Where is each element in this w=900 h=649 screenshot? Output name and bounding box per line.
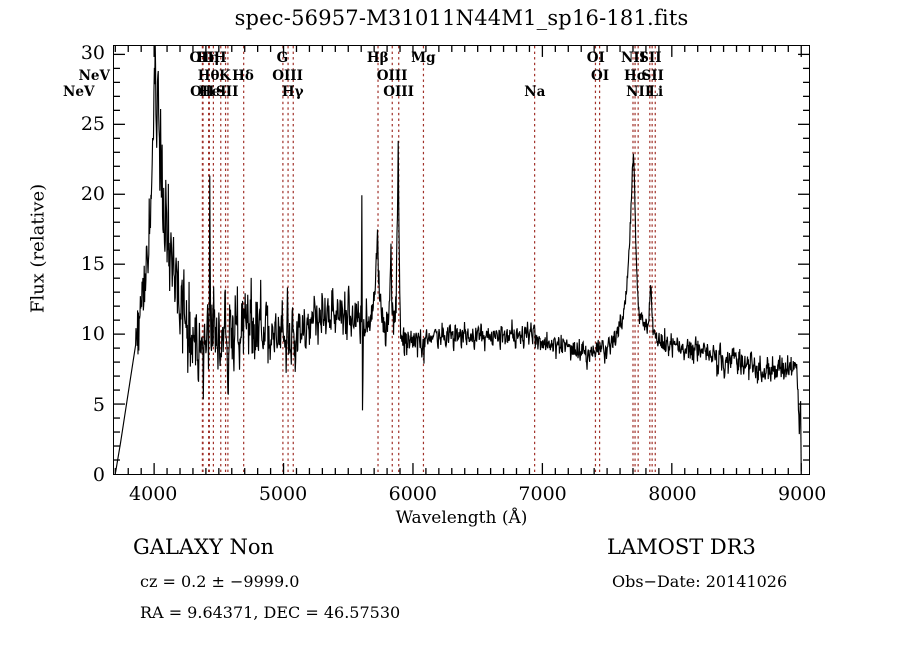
spectral-line-label: Hγ [281, 84, 304, 100]
spectral-line-label: Hδ [232, 68, 254, 84]
spectral-line-label: OIII [383, 84, 414, 100]
spectral-line-label: OIII [272, 68, 303, 84]
spectral-line-label: Li [648, 84, 664, 100]
line-markers [201, 46, 656, 474]
obs-date: Obs−Date: 20141026 [612, 572, 788, 591]
spectral-line-label: OII [189, 50, 214, 66]
y-tick-label: 20 [80, 182, 105, 205]
spectral-line-label: Na [524, 84, 546, 100]
spectrum-trace [114, 46, 802, 474]
spectral-line-label: OIII [376, 68, 408, 84]
spectral-line-label: Hβ [366, 50, 389, 66]
coordinates: RA = 9.64371, DEC = 46.57530 [140, 603, 401, 622]
x-axis-title: Wavelength (Å) [395, 508, 528, 528]
x-tick-label: 7000 [518, 483, 567, 505]
y-tick-label: 5 [92, 393, 105, 416]
spectral-line-label: SII [639, 50, 662, 66]
spectral-line-label: SII [641, 68, 664, 84]
page-title: spec-56957-M31011N44M1_sp16-181.fits [234, 6, 689, 30]
y-tick-label: 0 [92, 464, 105, 486]
spectral-line-label: G [276, 50, 289, 66]
x-tick-label: 5000 [258, 483, 308, 505]
y-tick-label: 15 [80, 253, 105, 276]
x-tick-label: 8000 [648, 483, 697, 505]
spectral-line-label: H [213, 50, 227, 66]
x-tick-label: 6000 [388, 483, 437, 505]
spectral-line-label: K [219, 68, 231, 84]
plot-area [113, 45, 810, 475]
spectral-line-label: Mg [411, 50, 436, 66]
x-tick-label: 9000 [778, 483, 827, 505]
spectrum-canvas [114, 46, 809, 474]
object-class: GALAXY Non [133, 535, 275, 559]
x-tick-label: 4000 [129, 483, 178, 505]
redshift-info: cz = 0.2 ± −9999.0 [140, 572, 300, 591]
survey-label: LAMOST DR3 [607, 535, 756, 559]
spectral-line-label: Hα [623, 68, 648, 84]
spectral-line-label: NII [620, 50, 646, 66]
axis-ticks [114, 46, 809, 474]
spectral-line-label: Hθ [197, 68, 220, 84]
y-axis-title: Flux (relative) [27, 183, 49, 314]
y-tick-label: 25 [80, 112, 105, 135]
spectral-line-label: SII [216, 84, 239, 100]
spectral-line-label: OII [190, 84, 215, 100]
spectral-line-label: OI [590, 68, 610, 84]
spectral-line-label: NeV [63, 84, 95, 100]
spectral-line-label: OI [586, 50, 605, 66]
spectral-line-label: NII [626, 84, 652, 100]
spectral-line-label: NeV [78, 68, 110, 84]
spectral-line-label: HeI [198, 84, 227, 100]
y-tick-label: 10 [80, 323, 105, 346]
y-tick-label: 30 [80, 42, 105, 65]
spectral-line-label: Hη [196, 50, 220, 66]
